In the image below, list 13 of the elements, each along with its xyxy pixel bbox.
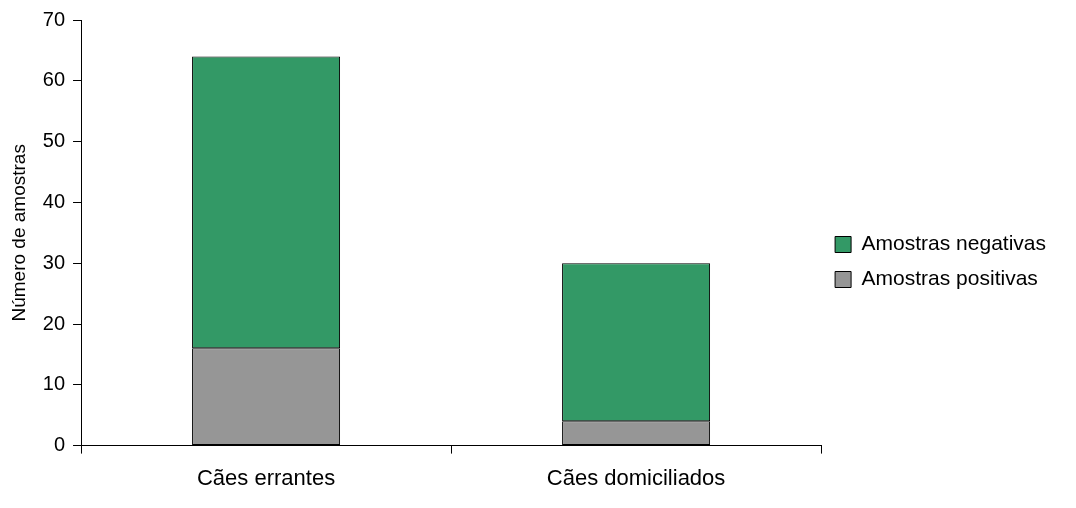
y-tick-label: 60	[42, 68, 66, 91]
y-tick-label: 70	[42, 7, 66, 30]
y-tick-label: 30	[42, 250, 66, 273]
x-tick-label: Cães domiciliados	[546, 464, 726, 490]
y-tick-label: 20	[42, 311, 66, 334]
y-tick-label: 50	[42, 129, 66, 152]
legend-label: Amostras positivas	[861, 266, 1038, 290]
y-tick-label: 0	[53, 433, 66, 456]
legend-label: Amostras negativas	[861, 231, 1047, 255]
y-tick-label: 40	[42, 189, 66, 212]
x-tick-label: Cães errantes	[196, 464, 336, 490]
y-axis-title: Número de amostras	[7, 144, 29, 322]
y-tick-label: 10	[42, 372, 66, 395]
